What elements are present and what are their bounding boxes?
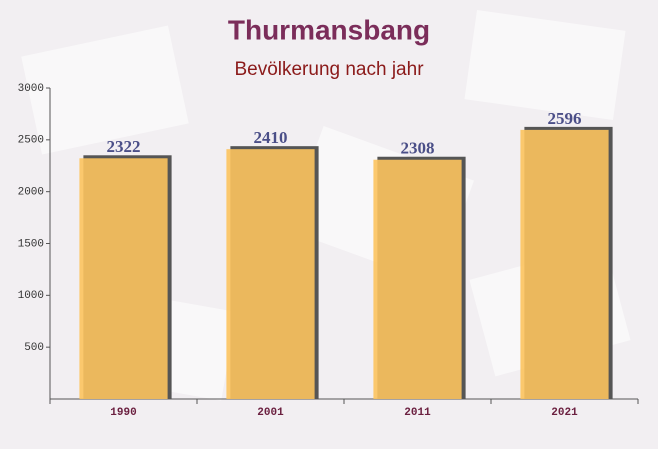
x-tick-label: 2011 <box>404 407 431 419</box>
y-tick-label: 1500 <box>18 238 44 250</box>
x-tick-label: 1990 <box>110 407 136 419</box>
bar <box>373 159 462 399</box>
bar <box>520 129 609 399</box>
x-tick-label: 2001 <box>257 407 284 419</box>
chart-title: Thurmansbang <box>228 14 430 45</box>
y-tick-label: 2500 <box>18 135 44 147</box>
chart-subtitle: Bevölkerung nach jahr <box>234 59 424 80</box>
bar <box>79 158 168 399</box>
data-label: 2596 <box>548 109 582 128</box>
bar <box>226 149 315 399</box>
y-tick-label: 3000 <box>18 83 44 95</box>
data-label: 2410 <box>254 128 288 147</box>
x-tick-label: 2021 <box>551 407 578 419</box>
data-label: 2322 <box>107 137 141 156</box>
y-tick-label: 1000 <box>18 290 44 302</box>
y-tick-label: 500 <box>24 342 44 354</box>
y-tick-label: 2000 <box>18 187 44 199</box>
data-label: 2308 <box>401 139 435 158</box>
